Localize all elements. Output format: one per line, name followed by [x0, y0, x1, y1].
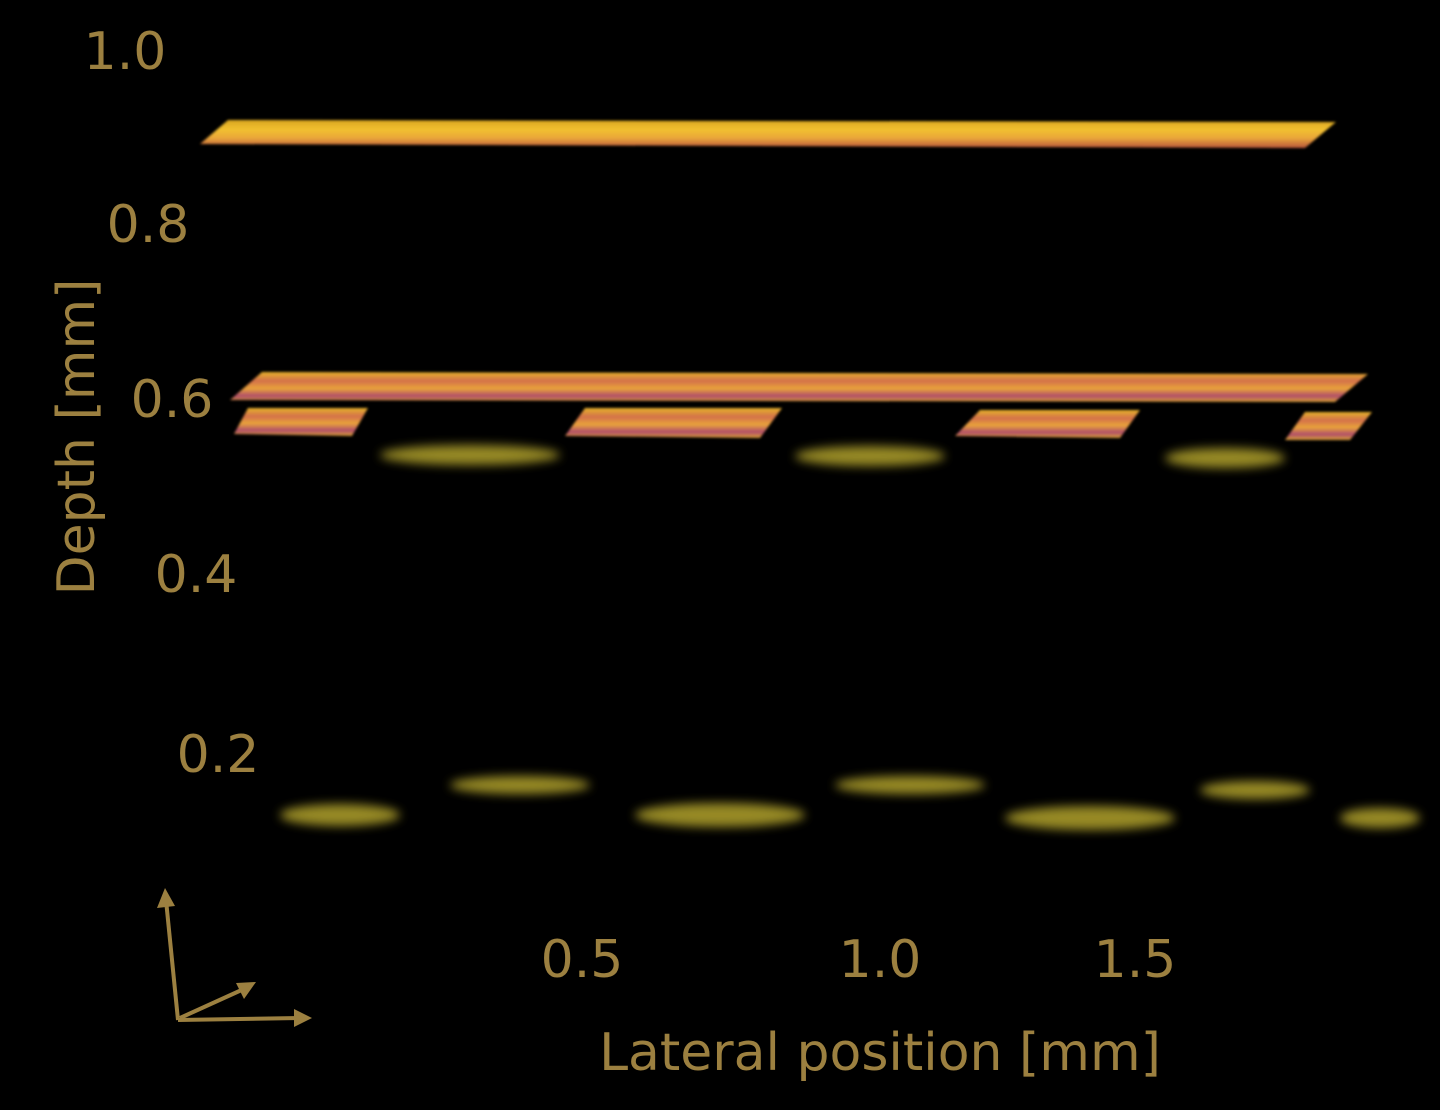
scatter-clusters: [280, 445, 1420, 830]
arrow-head: [294, 1009, 312, 1027]
cluster: [835, 776, 985, 794]
cluster: [450, 776, 590, 794]
cluster: [1165, 448, 1285, 468]
tile: [234, 408, 368, 436]
volume-render: [200, 120, 1372, 440]
x-tick-label: 0.5: [541, 930, 624, 990]
y-tick-label: 0.8: [107, 195, 190, 255]
arrow-depth: [179, 986, 247, 1020]
y-tick-label: 1.0: [84, 22, 167, 82]
middle-layer: [230, 372, 1368, 402]
y-tick-label: 0.2: [177, 725, 260, 785]
cluster: [1340, 808, 1420, 828]
x-tick-label: 1.5: [1094, 930, 1177, 990]
y-axis-label: Depth [mm]: [47, 279, 107, 596]
y-tick-label: 0.6: [131, 370, 214, 430]
top-layer: [200, 120, 1336, 148]
orientation-arrows: [157, 888, 312, 1027]
tile: [565, 408, 782, 438]
cluster: [380, 445, 560, 465]
arrow-right: [177, 1016, 301, 1022]
tile: [1285, 412, 1372, 440]
cluster: [795, 446, 945, 466]
cluster: [280, 804, 400, 826]
cluster: [635, 803, 805, 827]
cluster: [1200, 781, 1310, 799]
arrow-up: [164, 899, 180, 1021]
tile: [955, 410, 1140, 438]
arrow-head: [157, 888, 175, 908]
arrow-head: [236, 982, 256, 999]
x-axis-label: Lateral position [mm]: [599, 1023, 1161, 1083]
x-tick-label: 1.0: [839, 930, 922, 990]
y-tick-label: 0.4: [155, 545, 238, 605]
cluster: [1005, 806, 1175, 830]
